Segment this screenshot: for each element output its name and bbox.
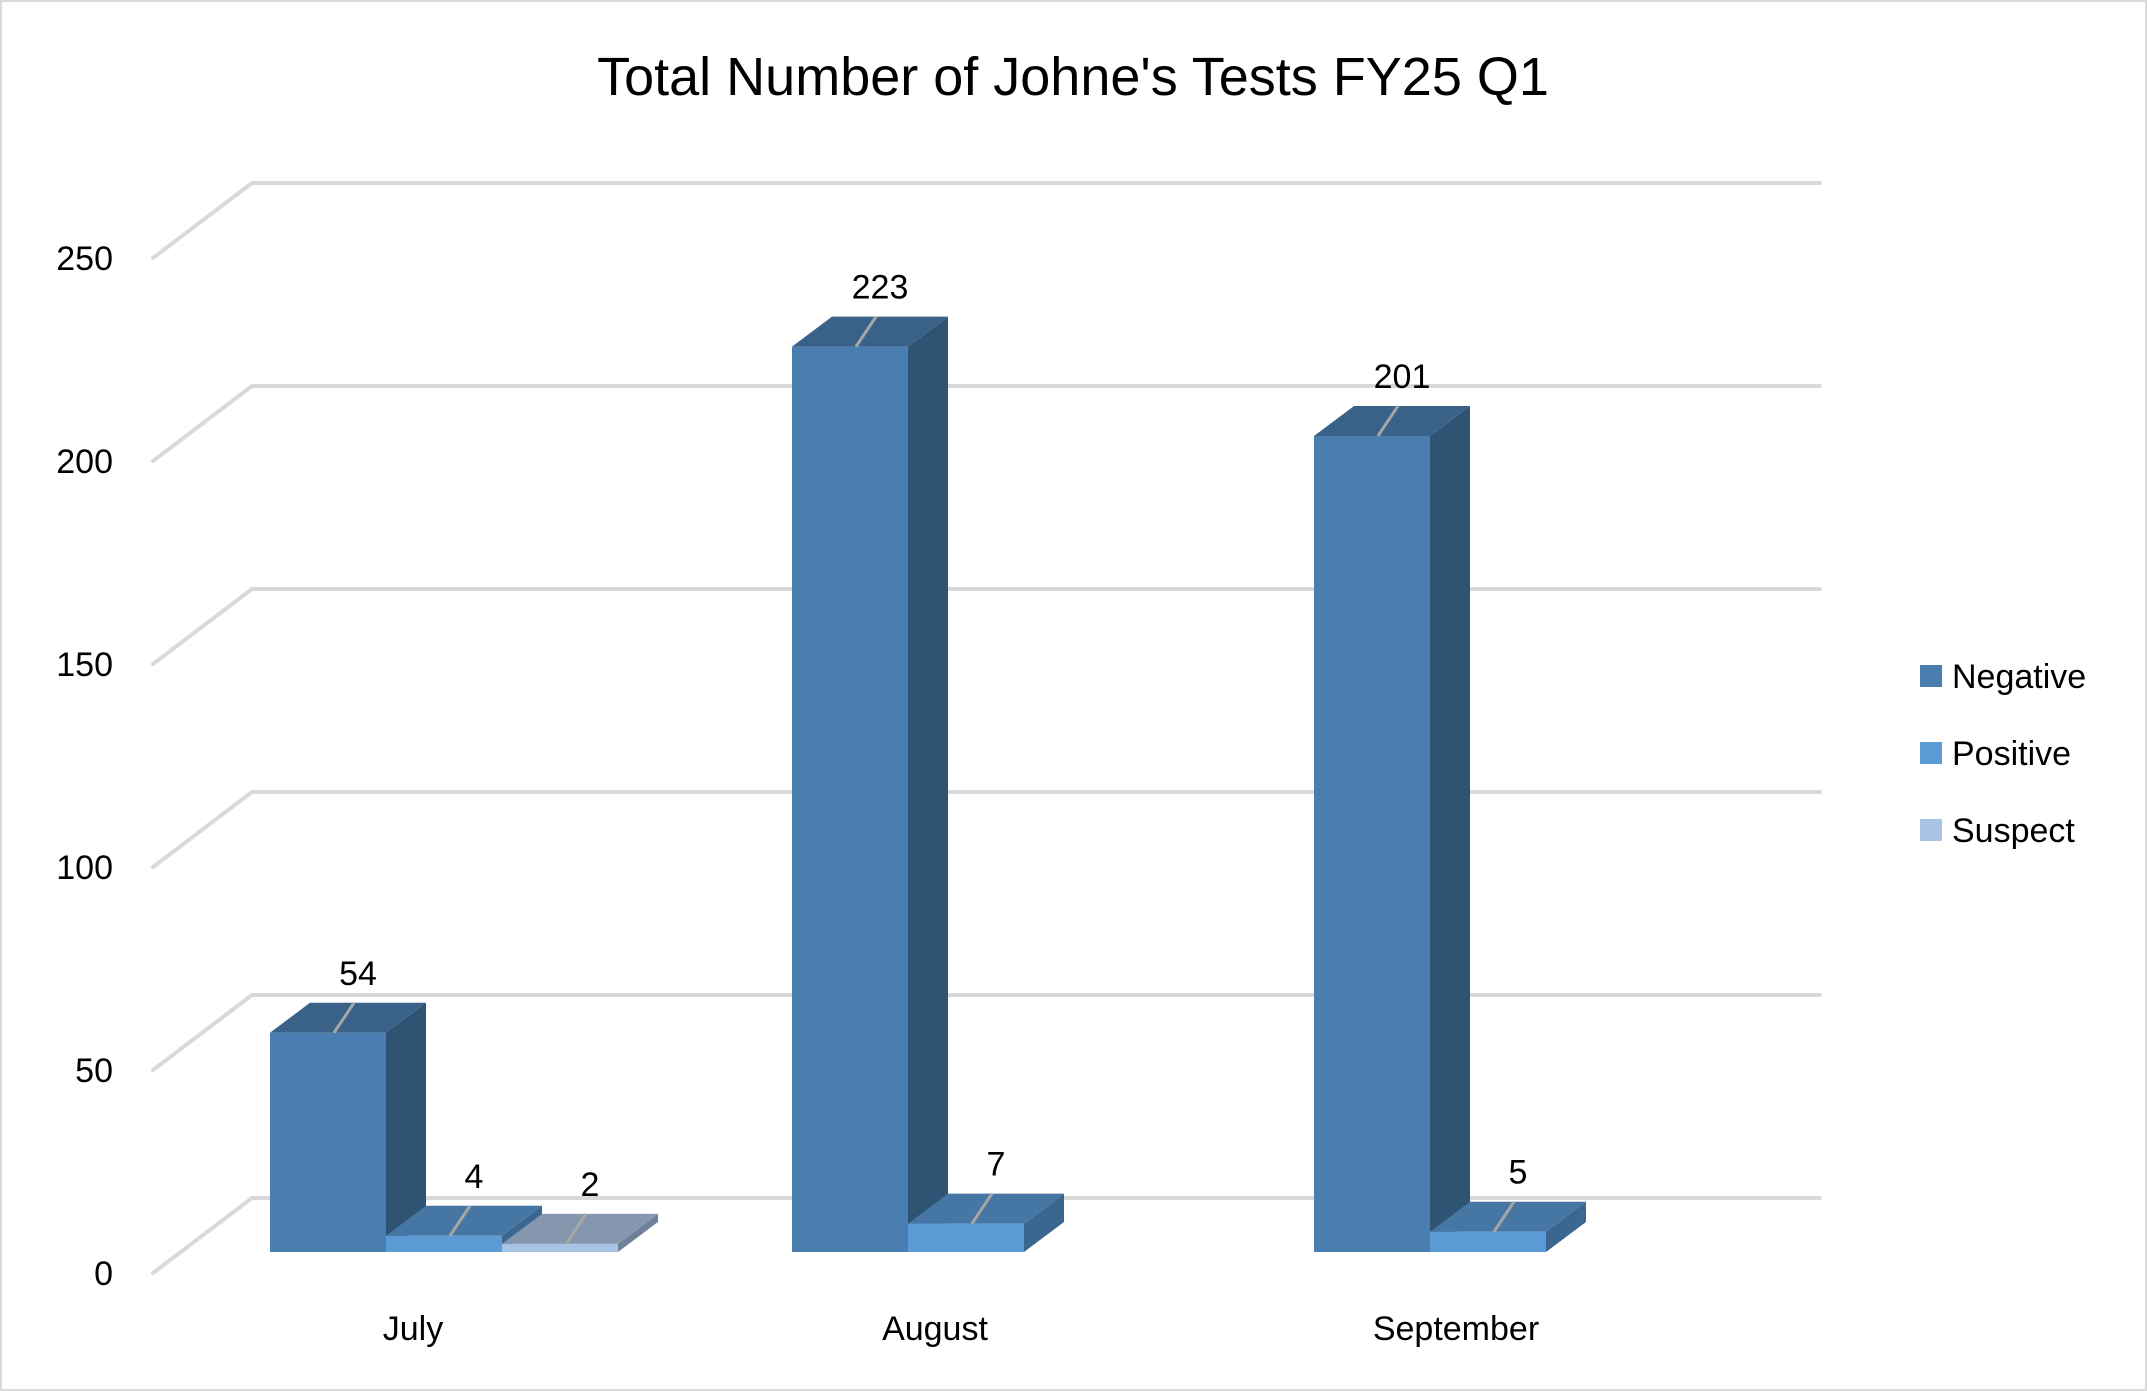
bar-group-july: 54 4 2 bbox=[270, 955, 658, 1252]
y-tick-label: 100 bbox=[56, 849, 113, 887]
bar-group-august: 223 7 bbox=[792, 269, 1064, 1252]
y-tick-label: 50 bbox=[75, 1052, 113, 1090]
y-axis: 0 50 100 150 200 250 bbox=[56, 240, 113, 1293]
bar-negative: 54 bbox=[270, 955, 426, 1252]
x-axis: July August September bbox=[383, 1310, 1539, 1348]
legend-swatch-icon bbox=[1920, 742, 1942, 764]
y-tick-label: 250 bbox=[56, 240, 113, 278]
legend-item-suspect[interactable]: Suspect bbox=[1920, 812, 2075, 850]
bar-suspect: 2 bbox=[502, 1166, 658, 1252]
x-tick-label: July bbox=[383, 1310, 443, 1348]
gridline bbox=[151, 181, 1822, 260]
legend-label: Negative bbox=[1952, 658, 2086, 696]
data-label: 2 bbox=[581, 1166, 600, 1204]
y-tick-label: 200 bbox=[56, 443, 113, 481]
data-label: 4 bbox=[465, 1158, 484, 1196]
gridline bbox=[151, 587, 1822, 666]
bar-negative: 201 bbox=[1314, 358, 1470, 1252]
data-label: 54 bbox=[339, 955, 377, 993]
legend-item-negative[interactable]: Negative bbox=[1920, 658, 2086, 696]
legend-item-positive[interactable]: Positive bbox=[1920, 735, 2071, 773]
bar-negative: 223 bbox=[792, 269, 948, 1252]
legend-label: Suspect bbox=[1952, 812, 2075, 850]
data-label: 201 bbox=[1374, 358, 1431, 396]
bar-positive: 7 bbox=[908, 1146, 1064, 1252]
gridline bbox=[151, 993, 1822, 1072]
gridlines bbox=[151, 181, 1822, 1275]
legend-label: Positive bbox=[1952, 735, 2071, 773]
legend: Negative Positive Suspect bbox=[1920, 658, 2086, 850]
x-tick-label: August bbox=[882, 1310, 988, 1348]
y-tick-label: 150 bbox=[56, 646, 113, 684]
bar-positive: 5 bbox=[1430, 1154, 1586, 1252]
gridline bbox=[151, 384, 1822, 463]
data-label: 223 bbox=[852, 269, 909, 307]
data-label: 5 bbox=[1509, 1154, 1528, 1192]
gridline bbox=[151, 1196, 1822, 1275]
chart-title: Total Number of Johne's Tests FY25 Q1 bbox=[597, 47, 1549, 107]
data-label: 7 bbox=[987, 1146, 1006, 1184]
gridline bbox=[151, 790, 1822, 869]
x-tick-label: September bbox=[1373, 1310, 1539, 1348]
legend-swatch-icon bbox=[1920, 819, 1942, 841]
legend-swatch-icon bbox=[1920, 665, 1942, 687]
y-tick-label: 0 bbox=[94, 1255, 113, 1293]
